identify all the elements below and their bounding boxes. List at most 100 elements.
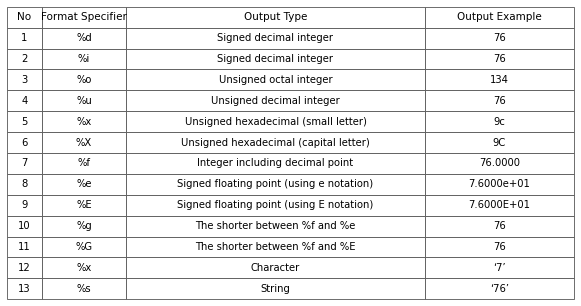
Text: %G: %G: [76, 242, 92, 252]
Bar: [7, 216, 42, 237]
Bar: [42, 195, 126, 216]
Bar: [425, 257, 574, 278]
Text: Signed floating point (using e notation): Signed floating point (using e notation): [177, 179, 374, 189]
Bar: [7, 174, 42, 195]
Bar: [425, 90, 574, 111]
Text: Output Example: Output Example: [457, 12, 542, 22]
Bar: [7, 237, 42, 257]
Text: %E: %E: [76, 200, 92, 210]
Bar: [126, 195, 425, 216]
Bar: [7, 69, 42, 90]
Text: Integer including decimal point: Integer including decimal point: [198, 159, 353, 168]
Text: %e: %e: [76, 179, 92, 189]
Text: %o: %o: [77, 75, 92, 85]
Bar: [425, 216, 574, 237]
Bar: [425, 174, 574, 195]
Text: 10: 10: [18, 221, 31, 231]
Text: 1: 1: [21, 33, 28, 43]
Text: %i: %i: [78, 54, 90, 64]
Text: 9C: 9C: [493, 138, 506, 147]
Text: 76: 76: [493, 54, 506, 64]
Bar: [126, 153, 425, 174]
Text: %X: %X: [76, 138, 92, 147]
Text: Format Specifier: Format Specifier: [41, 12, 127, 22]
Bar: [425, 237, 574, 257]
Text: The shorter between %f and %E: The shorter between %f and %E: [195, 242, 356, 252]
Text: 4: 4: [21, 96, 28, 106]
Text: 7: 7: [21, 159, 28, 168]
Bar: [425, 278, 574, 299]
Bar: [42, 132, 126, 153]
Bar: [42, 257, 126, 278]
Bar: [126, 7, 425, 28]
Text: %s: %s: [77, 284, 91, 294]
Bar: [42, 28, 126, 49]
Text: 76: 76: [493, 33, 506, 43]
Text: 9: 9: [21, 200, 28, 210]
Bar: [126, 174, 425, 195]
Text: Signed decimal integer: Signed decimal integer: [217, 33, 333, 43]
Bar: [126, 132, 425, 153]
Bar: [42, 7, 126, 28]
Text: %u: %u: [76, 96, 92, 106]
Bar: [126, 278, 425, 299]
Bar: [42, 174, 126, 195]
Bar: [7, 28, 42, 49]
Bar: [42, 90, 126, 111]
Bar: [42, 49, 126, 69]
Text: 6: 6: [21, 138, 28, 147]
Bar: [42, 69, 126, 90]
Bar: [42, 153, 126, 174]
Text: Output Type: Output Type: [244, 12, 307, 22]
Text: Signed decimal integer: Signed decimal integer: [217, 54, 333, 64]
Bar: [425, 69, 574, 90]
Bar: [7, 111, 42, 132]
Bar: [42, 216, 126, 237]
Text: 76: 76: [493, 96, 506, 106]
Bar: [126, 111, 425, 132]
Bar: [126, 257, 425, 278]
Bar: [425, 28, 574, 49]
Text: 3: 3: [21, 75, 28, 85]
Bar: [126, 216, 425, 237]
Text: %x: %x: [77, 263, 92, 273]
Text: %g: %g: [76, 221, 92, 231]
Text: 8: 8: [21, 179, 28, 189]
Bar: [42, 111, 126, 132]
Text: %f: %f: [78, 159, 91, 168]
Text: 9c: 9c: [493, 117, 505, 127]
Bar: [42, 237, 126, 257]
Text: 134: 134: [490, 75, 509, 85]
Text: 12: 12: [18, 263, 31, 273]
Text: 7.6000e+01: 7.6000e+01: [468, 179, 530, 189]
Bar: [7, 132, 42, 153]
Bar: [7, 90, 42, 111]
Bar: [126, 28, 425, 49]
Text: 2: 2: [21, 54, 28, 64]
Bar: [7, 49, 42, 69]
Bar: [425, 7, 574, 28]
Bar: [126, 69, 425, 90]
Text: 76.0000: 76.0000: [479, 159, 520, 168]
Bar: [126, 237, 425, 257]
Bar: [7, 153, 42, 174]
Text: 11: 11: [18, 242, 31, 252]
Text: %x: %x: [77, 117, 92, 127]
Text: The shorter between %f and %e: The shorter between %f and %e: [195, 221, 356, 231]
Bar: [425, 132, 574, 153]
Text: ‘7’: ‘7’: [493, 263, 506, 273]
Text: String: String: [260, 284, 290, 294]
Bar: [7, 7, 42, 28]
Bar: [7, 195, 42, 216]
Bar: [425, 49, 574, 69]
Bar: [42, 278, 126, 299]
Text: 5: 5: [21, 117, 28, 127]
Text: 76: 76: [493, 242, 506, 252]
Text: Unsigned hexadecimal (capital letter): Unsigned hexadecimal (capital letter): [181, 138, 370, 147]
Bar: [425, 153, 574, 174]
Text: 13: 13: [18, 284, 31, 294]
Text: 76: 76: [493, 221, 506, 231]
Text: No: No: [17, 12, 31, 22]
Text: Unsigned octal integer: Unsigned octal integer: [218, 75, 332, 85]
Text: 7.6000E+01: 7.6000E+01: [468, 200, 530, 210]
